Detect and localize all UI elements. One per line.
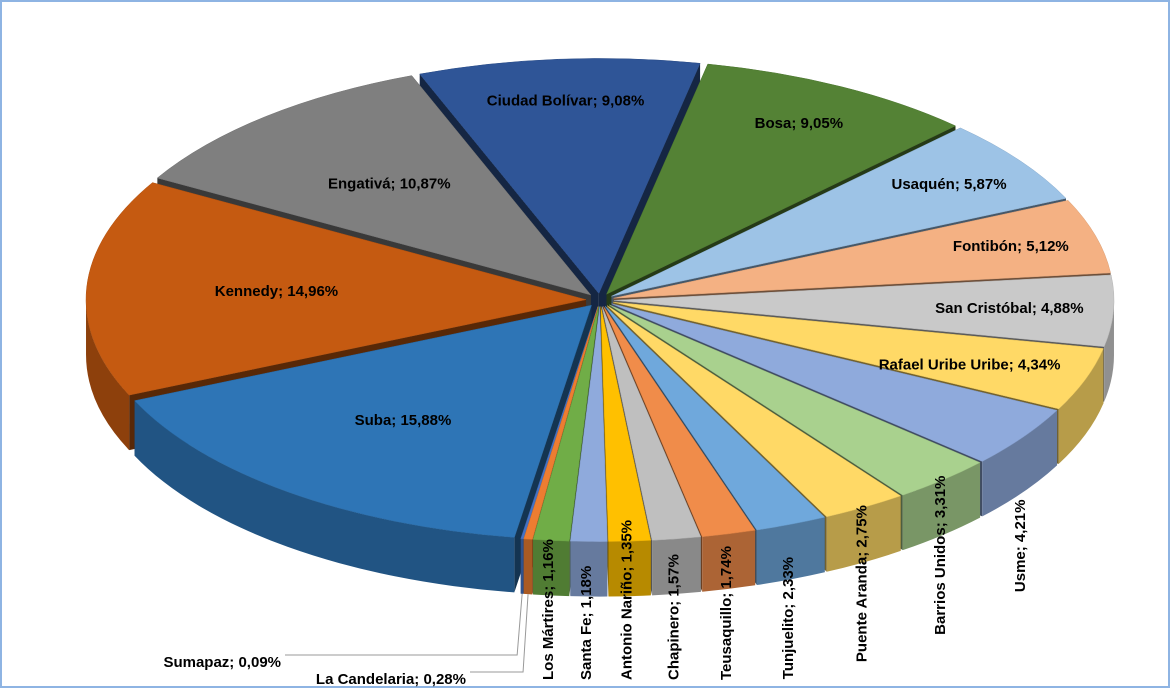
slice-wall (652, 536, 701, 596)
slice-top (607, 305, 902, 518)
data-label: Bosa; 9,05% (755, 115, 843, 132)
data-label: Rafael Uribe Uribe; 4,34% (879, 356, 1061, 373)
data-label: Puente Aranda; 2,75% (854, 505, 871, 662)
slice-top (600, 306, 652, 542)
slice-wall (86, 299, 130, 451)
slice-top (419, 58, 701, 294)
slice-top (85, 182, 587, 396)
slice-top (606, 63, 957, 295)
slice-wall (523, 538, 533, 595)
slice (570, 306, 608, 597)
leader-line (470, 594, 529, 673)
slice-wall (902, 462, 981, 551)
slice-wall (756, 517, 825, 586)
data-label: Fontibón; 5,12% (953, 238, 1069, 255)
slice-wall (702, 530, 756, 592)
data-label: Ciudad Bolívar; 9,08% (487, 92, 645, 109)
data-label: Usme; 4,21% (1012, 500, 1029, 593)
data-label: Barrios Unidos; 3,31% (932, 476, 949, 635)
slice-wall (520, 538, 524, 594)
data-label: La Candelaria; 0,28% (316, 671, 466, 688)
data-label: Kennedy; 14,96% (215, 283, 338, 300)
slice-top (523, 306, 599, 540)
slice-top (601, 306, 702, 541)
slice-wall (533, 539, 570, 597)
slice-top (603, 306, 756, 538)
slice (600, 306, 652, 597)
slice-wall (608, 540, 651, 597)
slice-wall (134, 400, 515, 593)
data-label: San Cristóbal; 4,88% (935, 300, 1083, 317)
leader-line (285, 593, 523, 656)
slice-top (609, 304, 981, 496)
data-label: Tunjuelito; 2,33% (780, 557, 797, 679)
data-label: Chapinero; 1,57% (666, 554, 683, 680)
slice-top (156, 75, 592, 296)
slice-wall (570, 541, 608, 597)
data-label: Los Mártires; 1,16% (540, 539, 557, 680)
data-label: Sumapaz; 0,09% (163, 654, 281, 671)
slice-wall (1058, 348, 1104, 464)
data-label: Usaquén; 5,87% (892, 176, 1007, 193)
slice-top (613, 200, 1111, 299)
slice-top (134, 304, 592, 538)
slice-wall (826, 495, 901, 572)
data-label: Engativá; 10,87% (328, 175, 451, 192)
data-label: Suba; 15,88% (355, 412, 452, 429)
slice-top (613, 274, 1115, 347)
pie (85, 58, 1115, 597)
slice-wall (1104, 300, 1114, 402)
slice-wall (982, 410, 1058, 517)
data-label: Santa Fe; 1,18% (578, 566, 595, 680)
slice-top (611, 303, 1058, 462)
slice-top (605, 305, 826, 531)
data-label: Teusaquillo; 1,74% (718, 546, 735, 680)
data-label: Antonio Nariño; 1,35% (619, 520, 636, 680)
slice-top (532, 306, 599, 542)
slice-top (570, 306, 608, 542)
slice-top (613, 301, 1104, 410)
slice-top (611, 127, 1067, 297)
